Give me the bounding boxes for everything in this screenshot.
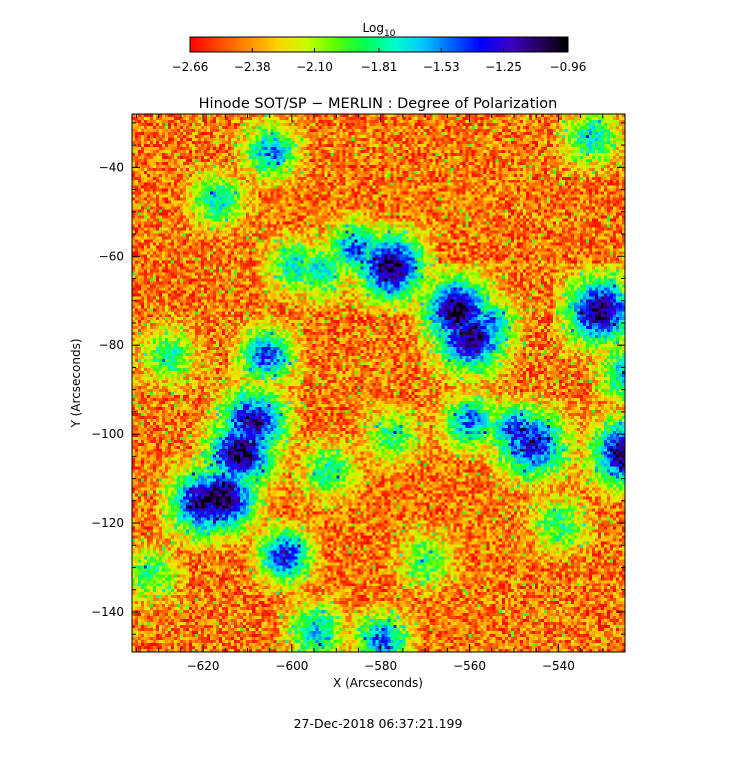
colorbar-tick-label: −1.53 [423, 60, 460, 74]
x-axis: −620 −600 −580 −560 −540 [135, 114, 626, 673]
y-tick-label: −60 [99, 249, 124, 263]
y-axis-label: Y (Arcseconds) [69, 338, 83, 428]
x-tick-label: −540 [542, 659, 575, 673]
x-tick-label: −600 [275, 659, 308, 673]
timestamp: 27-Dec-2018 06:37:21.199 [294, 716, 463, 731]
colorbar-tick-label: −2.38 [234, 60, 271, 74]
y-tick-label: −140 [91, 605, 124, 619]
colorbar-tick-label: −1.81 [361, 60, 398, 74]
x-tick-label: −620 [187, 659, 220, 673]
y-tick-label: −100 [91, 427, 124, 441]
colorbar-tick-label: −0.96 [550, 60, 587, 74]
chart-title: Hinode SOT/SP − MERLIN : Degree of Polar… [199, 96, 558, 112]
colorbar-tick-label: −2.10 [296, 60, 333, 74]
y-tick-label: −120 [91, 516, 124, 530]
colorbar-tick-label: −2.66 [172, 60, 209, 74]
colorbar-tick-label: −1.25 [485, 60, 522, 74]
heatmap-image [132, 114, 625, 652]
x-axis-label: X (Arcseconds) [333, 676, 423, 690]
x-tick-label: −580 [364, 659, 397, 673]
heatmap-plot [131, 113, 626, 653]
y-axis: −40 −60 −80 −100 −120 −140 [91, 122, 625, 635]
y-tick-label: −40 [99, 160, 124, 174]
x-tick-label: −560 [453, 659, 486, 673]
colorbar-ticks: −2.66 −2.38 −2.10 −1.81 −1.53 −1.25 −0.96 [172, 48, 587, 74]
y-tick-label: −80 [99, 338, 124, 352]
plot-frame [131, 113, 626, 653]
colorbar-label: Log10 [363, 21, 396, 39]
